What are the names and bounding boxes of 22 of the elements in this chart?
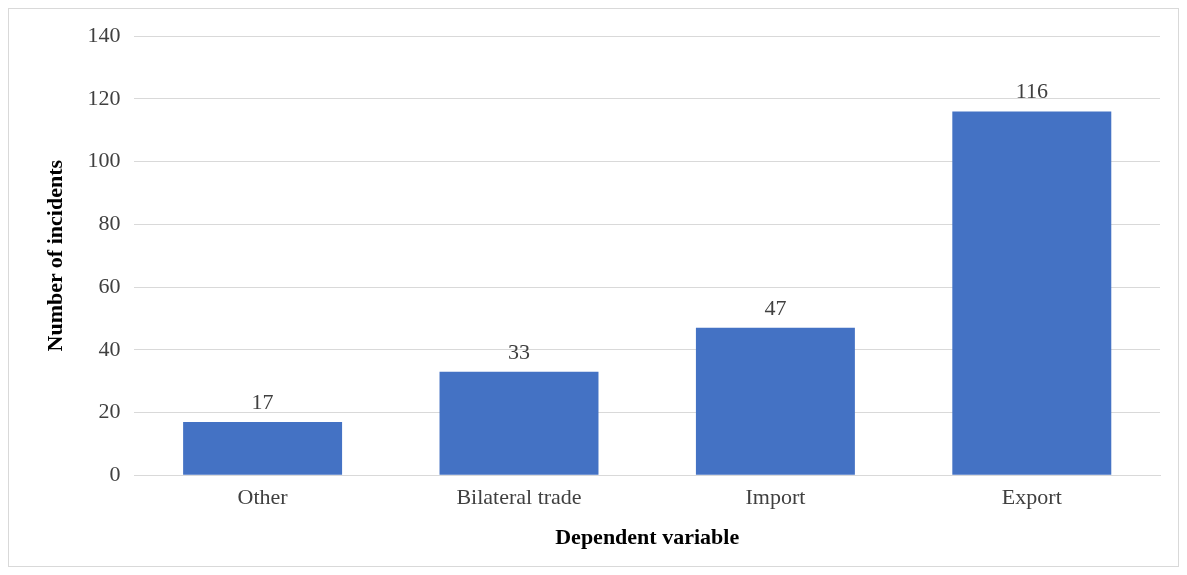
y-tick-label: 100	[87, 147, 121, 173]
x-tick-label: Import	[745, 484, 806, 510]
x-tick-label: Export	[1001, 484, 1062, 510]
bar	[952, 111, 1112, 475]
data-label: 47	[764, 294, 787, 320]
data-label: 116	[1015, 78, 1048, 104]
bar	[183, 421, 343, 475]
x-tick-label: Bilateral trade	[456, 484, 582, 510]
y-tick-label: 0	[109, 460, 121, 486]
y-tick-label: 80	[98, 210, 121, 236]
x-axis-title: Dependent variable	[555, 524, 740, 550]
data-label: 17	[251, 388, 274, 414]
data-label: 33	[508, 338, 530, 364]
y-tick-label: 60	[98, 272, 121, 298]
bar	[695, 327, 855, 475]
bar	[439, 371, 599, 475]
y-tick-label: 20	[98, 398, 121, 424]
y-tick-label: 40	[98, 335, 121, 361]
y-tick-label: 120	[87, 84, 121, 110]
y-tick-label: 140	[87, 21, 121, 47]
y-axis-title: Number of incidents	[41, 159, 67, 352]
x-tick-label: Other	[237, 484, 289, 510]
